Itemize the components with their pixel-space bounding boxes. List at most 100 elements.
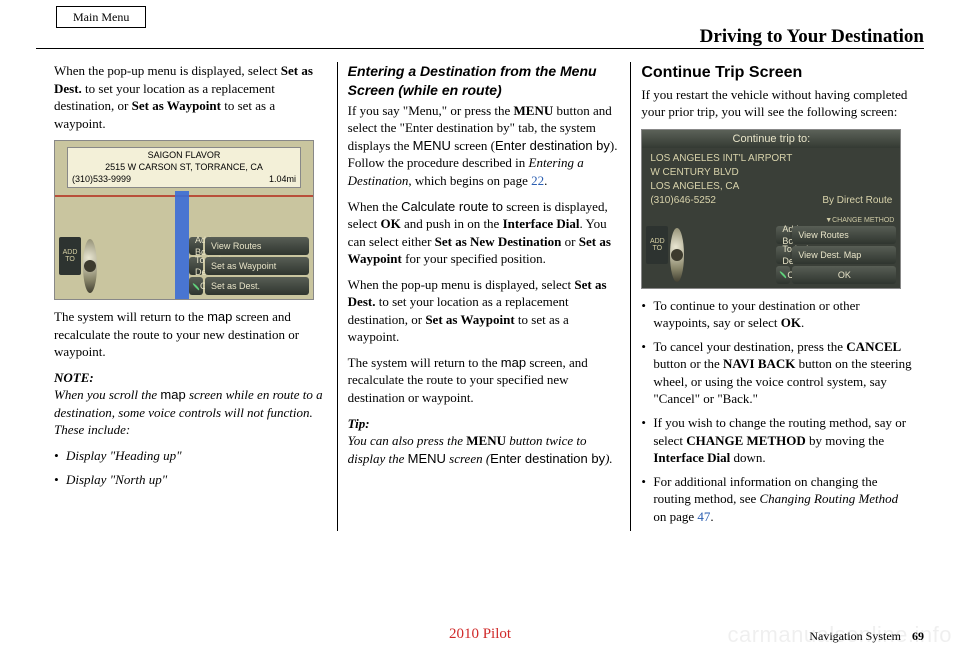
text-sans: Enter destination by	[490, 451, 605, 466]
c3-bullets: To continue to your destination or other…	[641, 297, 914, 526]
nav-btn-todays-dest[interactable]: Today's Dest.	[776, 246, 790, 264]
header-rule	[36, 48, 924, 49]
note-head: NOTE:	[54, 369, 327, 387]
text: by moving the	[806, 433, 884, 448]
poi-phone: (310)533-9999	[72, 174, 131, 186]
text-sans: MENU	[413, 138, 451, 153]
text-sans: Calculate route to	[401, 199, 503, 214]
text-bold: Interface Dial	[653, 450, 730, 465]
c1-p1: When the pop-up menu is displayed, selec…	[54, 62, 327, 132]
nav-screenshot-continue: Continue trip to: LOS ANGELES INT'L AIRP…	[641, 129, 901, 289]
text-bold: CHANGE METHOD	[686, 433, 806, 448]
text-sans: map	[501, 355, 526, 370]
phone-icon	[779, 271, 787, 279]
c2-p1: If you say "Menu," or press the MENU but…	[348, 102, 621, 190]
main-menu-button[interactable]: Main Menu	[56, 6, 146, 28]
nav-btn-address-book[interactable]: Address Book	[776, 226, 790, 244]
text-sans: map	[207, 309, 232, 324]
text: .	[544, 173, 547, 188]
c2-heading: Entering a Destination from the Menu Scr…	[348, 62, 621, 100]
nav-btn-call[interactable]: CALL	[189, 277, 203, 295]
text: To cancel your destination, press the	[653, 339, 846, 354]
c3-p1: If you restart the vehicle without havin…	[641, 86, 914, 121]
text: screen (	[451, 138, 495, 153]
nav-button-grid: ADD TO Address Book View Routes Today's …	[59, 237, 309, 295]
poi-dist: 1.04mi	[269, 174, 296, 186]
tip-head: Tip:	[348, 415, 621, 433]
text: The system will return to the	[348, 355, 501, 370]
bullet: Display "Heading up"	[54, 447, 327, 465]
c3-heading: Continue Trip Screen	[641, 62, 914, 84]
text-bold: MENU	[466, 433, 506, 448]
poi-addr: 2515 W CARSON ST, TORRANCE, CA	[72, 162, 296, 174]
nav-btn-address-book[interactable]: Address Book	[189, 237, 203, 255]
text: button or the	[653, 356, 723, 371]
nav-title: Continue trip to:	[642, 130, 900, 148]
text: ).	[605, 451, 613, 466]
nav-btn-set-dest[interactable]: Set as Dest.	[205, 277, 309, 295]
nav-btn-set-waypoint[interactable]: Set as Waypoint	[205, 257, 309, 275]
bullet: If you wish to change the routing method…	[641, 414, 914, 467]
text: The system will return to the	[54, 309, 207, 324]
note-bullets: Display "Heading up" Display "North up"	[54, 447, 327, 488]
text: When the	[348, 199, 401, 214]
text-bold: OK	[381, 216, 401, 231]
nav-btn-view-routes[interactable]: View Routes	[205, 237, 309, 255]
text: , which begins on page	[408, 173, 531, 188]
poi-title: SAIGON FLAVOR	[72, 150, 296, 162]
list-line: LOS ANGELES INT'L AIRPORT	[650, 152, 892, 166]
text: To continue to your destination or other…	[653, 298, 859, 331]
text-bold: Set as New Destination	[435, 234, 562, 249]
text: .	[710, 509, 713, 524]
nav-list: LOS ANGELES INT'L AIRPORT W CENTURY BLVD…	[642, 148, 900, 208]
list-line: W CENTURY BLVD	[650, 166, 892, 180]
text: When you scroll the	[54, 387, 160, 402]
bullet: Display "North up"	[54, 471, 327, 489]
bullet: For additional information on changing t…	[641, 473, 914, 526]
text: When the pop-up menu is displayed, selec…	[54, 63, 281, 78]
text-bold: CANCEL	[846, 339, 901, 354]
nav-button-grid: ADD TO Address Book View Routes Today's …	[646, 226, 896, 284]
text-bold: NAVI BACK	[723, 356, 795, 371]
column-1: When the pop-up menu is displayed, selec…	[44, 62, 337, 531]
c2-p3: When the pop-up menu is displayed, selec…	[348, 276, 621, 346]
watermark: carmanualsonline.info	[727, 620, 952, 650]
column-2: Entering a Destination from the Menu Scr…	[337, 62, 631, 531]
text: and push in on the	[401, 216, 503, 231]
text-bold: OK	[781, 315, 801, 330]
spacer	[59, 277, 81, 295]
c2-p4: The system will return to the map screen…	[348, 354, 621, 407]
text: on page	[653, 509, 697, 524]
content-columns: When the pop-up menu is displayed, selec…	[44, 62, 924, 531]
interface-dial-icon	[670, 228, 684, 282]
column-3: Continue Trip Screen If you restart the …	[630, 62, 924, 531]
nav-btn-call[interactable]: CALL	[776, 266, 790, 284]
phone-icon	[192, 282, 200, 290]
text: When the pop-up menu is displayed, selec…	[348, 277, 575, 292]
text-bold: MENU	[514, 103, 554, 118]
page-title: Driving to Your Destination	[700, 24, 924, 50]
add-to-tag: ADD TO	[646, 226, 668, 264]
list-route: By Direct Route	[822, 194, 892, 208]
tip-body: You can also press the MENU button twice…	[348, 432, 621, 467]
text: or	[561, 234, 578, 249]
text-sans: map	[160, 387, 185, 402]
nav-screenshot-popup: SAIGON FLAVOR 2515 W CARSON ST, TORRANCE…	[54, 140, 314, 300]
spacer	[646, 266, 668, 284]
text: .	[801, 315, 804, 330]
list-line: LOS ANGELES, CA	[650, 180, 892, 194]
nav-btn-ok[interactable]: OK	[792, 266, 896, 284]
poi-info: SAIGON FLAVOR 2515 W CARSON ST, TORRANCE…	[67, 147, 301, 188]
page-link[interactable]: 47	[697, 509, 710, 524]
interface-dial-icon	[83, 239, 97, 293]
text: If you say "Menu," or press the	[348, 103, 514, 118]
text-sans: MENU	[408, 451, 446, 466]
change-method-hint: ▼CHANGE METHOD	[825, 216, 894, 225]
page-link[interactable]: 22	[531, 173, 544, 188]
list-phone: (310)646-5252	[650, 194, 716, 208]
nav-btn-todays-dest[interactable]: Today's Dest.	[189, 257, 203, 275]
text-bold: Interface Dial	[503, 216, 580, 231]
nav-btn-view-dest-map[interactable]: View Dest. Map	[792, 246, 896, 264]
nav-btn-view-routes[interactable]: View Routes	[792, 226, 896, 244]
text: for your specified position.	[402, 251, 546, 266]
